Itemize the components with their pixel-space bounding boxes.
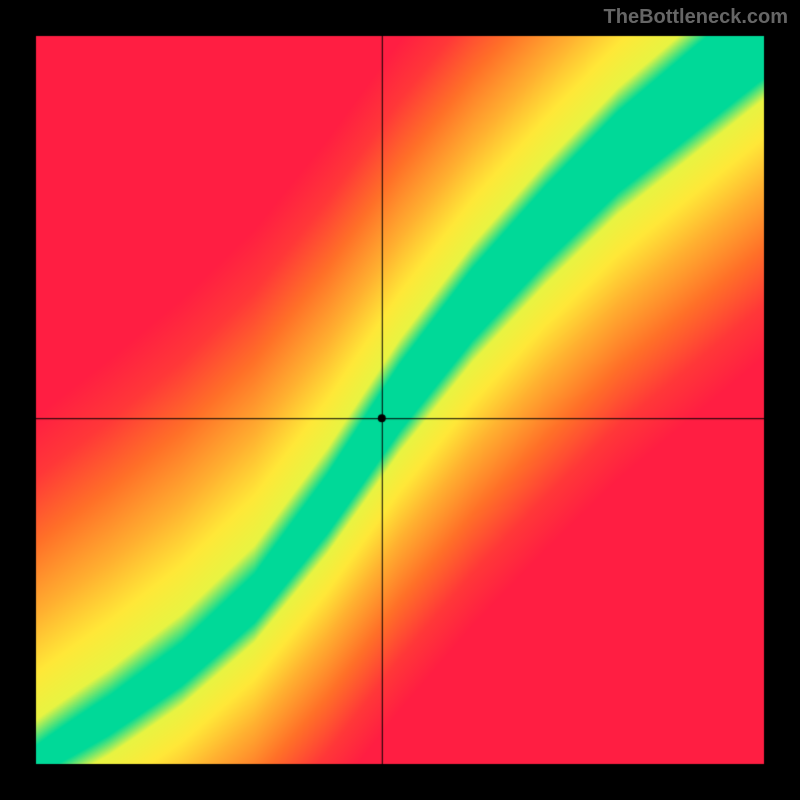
chart-container: TheBottleneck.com xyxy=(0,0,800,800)
bottleneck-heatmap xyxy=(0,0,800,800)
watermark-text: TheBottleneck.com xyxy=(604,6,788,29)
